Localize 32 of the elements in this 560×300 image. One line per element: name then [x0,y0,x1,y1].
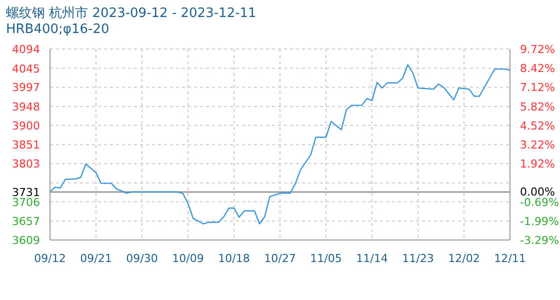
x-tick-label: 12/11 [494,252,526,265]
x-tick-label: 11/05 [310,252,342,265]
y-tick-label: 3900 [12,119,40,132]
chart-subtitle: HRB400;φ16-20 [6,22,110,37]
y-tick-label: 3609 [12,234,40,247]
x-tick-label: 11/23 [402,252,434,265]
y2-tick-label: -3.29% [520,234,559,247]
y2-tick-label: 3.22% [520,138,555,152]
x-tick-label: 09/21 [80,252,112,265]
y2-tick-label: 4.52% [520,119,555,132]
x-tick-label: 12/02 [448,252,480,265]
y-tick-label: 3948 [12,100,40,114]
y-tick-label: 4094 [12,43,40,56]
x-tick-label: 11/14 [356,252,388,265]
y-tick-label: 3997 [12,81,40,94]
y2-tick-label: 9.72% [520,43,555,56]
y-tick-label: 4045 [12,62,40,76]
x-tick-label: 09/12 [34,252,66,265]
chart-title: 螺纹钢 杭州市 2023-09-12 - 2023-12-11 [6,5,256,22]
x-tick-label: 10/18 [218,252,250,265]
y-tick-label: 3657 [12,215,40,228]
x-tick-label: 09/30 [126,252,158,265]
x-tick-label: 10/09 [172,252,204,265]
y-tick-label: 3803 [12,158,40,171]
y-tick-label: 3851 [12,138,40,152]
y2-tick-label: -1.99% [520,214,559,228]
y2-tick-label: 7.12% [520,81,555,94]
x-tick-label: 10/27 [264,252,296,265]
y2-tick-label: 8.42% [520,62,555,76]
y2-tick-label: 5.82% [520,100,555,114]
y2-tick-label: 1.92% [520,158,555,171]
line-series [50,64,510,224]
